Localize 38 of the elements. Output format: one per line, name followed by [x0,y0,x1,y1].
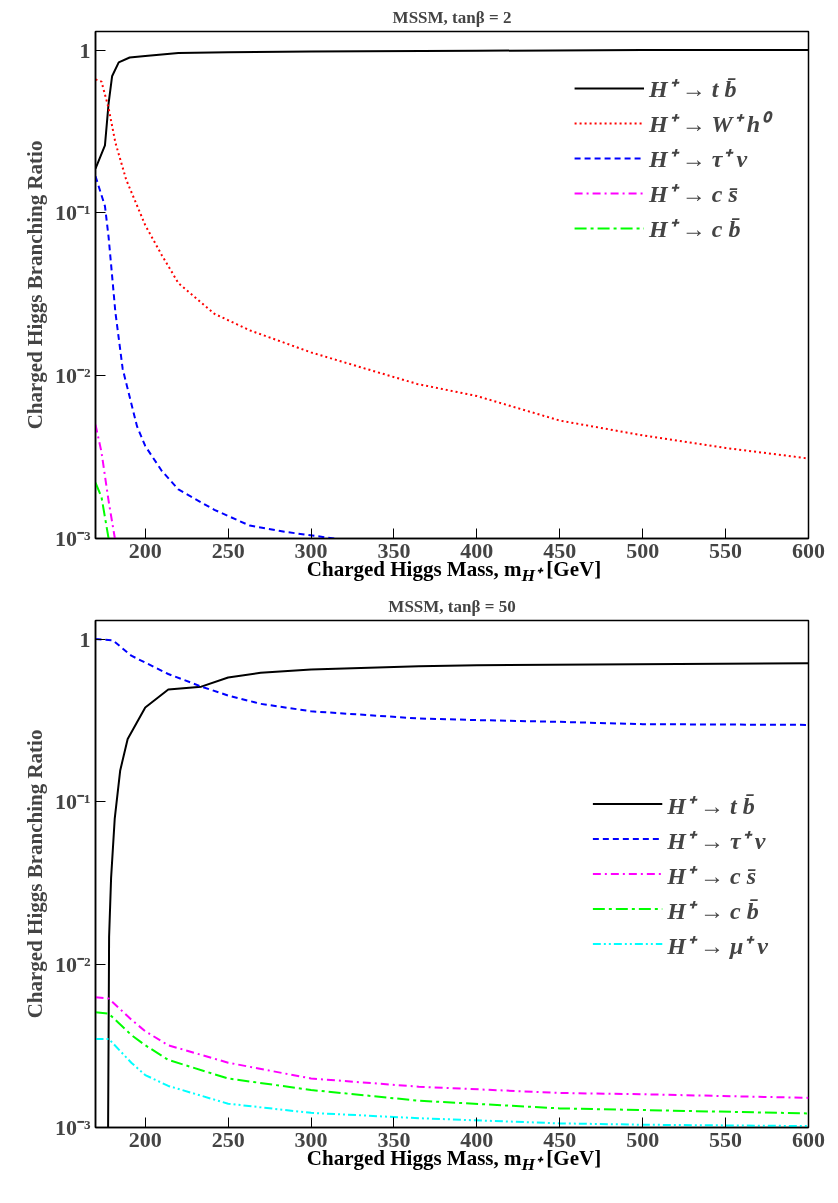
y-tick-label: 1 [79,37,91,63]
legend-label: H⁺ → τ⁺ ν [667,826,766,855]
chart-title: MSSM, tanβ = 50 [388,596,516,616]
line-series [95,1011,809,1115]
x-tick-label: 550 [709,537,743,563]
y-axis-title: Charged Higgs Branching Ratio [22,729,47,1019]
legend-label: H⁺ → μ⁺ ν [667,931,768,960]
x-tick-label: 200 [128,537,162,563]
y-tick-label: 10⁻¹ [54,789,91,815]
line-series [95,638,809,726]
line-series [95,423,116,539]
line-series [95,78,809,460]
line-series [95,996,809,1099]
x-tick-label: 600 [792,537,825,563]
legend-label: H⁺ → c s̄ [649,180,738,209]
x-tick-label: 600 [792,1126,825,1152]
line-series [95,175,336,539]
legend-label: H⁺ → t b̄ [667,791,755,820]
y-tick-label: 10⁻³ [54,1115,91,1140]
chart-title: MSSM, tanβ = 2 [392,7,512,27]
x-tick-label: 500 [626,1126,660,1152]
legend-label: H⁺ → t b̄ [649,75,737,104]
y-tick-label: 10⁻³ [54,526,91,551]
x-tick-label: 250 [211,537,245,563]
y-axis-title: Charged Higgs Branching Ratio [22,140,47,430]
y-tick-label: 10⁻² [54,363,91,389]
y-tick-label: 10⁻¹ [54,200,91,226]
legend-label: H⁺ → τ⁺ ν [649,145,748,174]
legend-label: H⁺ → c b̄ [667,896,759,925]
line-series [95,481,110,539]
x-tick-label: 550 [709,1126,743,1152]
y-tick-label: 10⁻² [54,952,91,978]
x-tick-label: 500 [626,537,660,563]
y-tick-label: 1 [79,626,91,652]
legend-label: H⁺ → c b̄ [649,215,741,244]
x-tick-label: 250 [211,1126,245,1152]
legend-label: H⁺ → c s̄ [667,861,756,890]
x-tick-label: 200 [128,1126,162,1152]
